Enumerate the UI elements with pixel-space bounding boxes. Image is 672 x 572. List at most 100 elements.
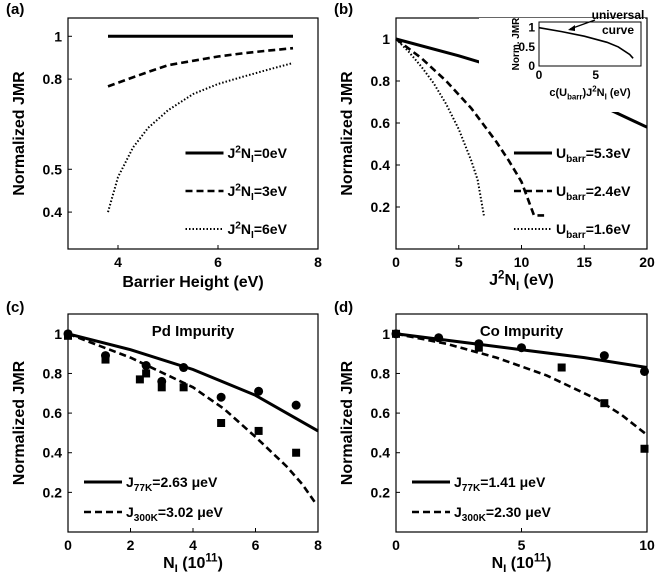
series-line-solid [67, 332, 319, 433]
x-tick-label: 8 [314, 254, 322, 270]
data-point-square [640, 444, 649, 453]
legend-label-part: 77K [462, 483, 481, 494]
y-tick-label: 0.4 [371, 157, 391, 173]
panel-a: (a) 4 6 8 0.4 0.5 0.8 1 Normalized JMR Barrier He… [6, 1, 322, 291]
x-tick-label: 4 [114, 254, 122, 270]
series-line-dotted [107, 62, 294, 213]
legend-label-part: I [251, 230, 254, 241]
legend-label-part: barr [566, 154, 586, 165]
data-point-circle [179, 363, 189, 373]
x-tick-label: 0 [392, 254, 400, 270]
x-axis-label-part: 2 [498, 270, 504, 282]
legend-label-part: N [241, 221, 251, 237]
x-tick-label: 8 [314, 537, 322, 553]
x-axis-label-part: N [492, 555, 504, 572]
legend-label-part: =5.3eV [586, 145, 631, 161]
x-tick-label: 20 [639, 254, 655, 270]
y-axis-label: Normalized JMR [11, 360, 28, 485]
legend: J77K=1.41 μeV J300K=2.30 μeV [412, 474, 552, 524]
inset-annotation-line1: universal [592, 8, 645, 22]
data-point-square [157, 383, 166, 392]
y-tick-label: 1 [382, 31, 390, 47]
legend-label-part: U [556, 221, 566, 237]
x-tick-label: 2 [127, 537, 135, 553]
inset-x-tick-label: 5 [592, 68, 599, 82]
x-tick-label: 6 [252, 537, 260, 553]
data-point-square [179, 383, 188, 392]
chart-title: Pd Impurity [152, 323, 235, 340]
y-tick-label: 0.8 [371, 73, 391, 89]
legend-label-part: 2 [235, 182, 241, 193]
x-axis-label-part: J [489, 272, 498, 289]
x-tick-label: 6 [214, 254, 222, 270]
plot-frame [67, 17, 319, 250]
legend-label: J2NI=6eV [228, 220, 288, 241]
inset-y-tick-label: 1 [528, 21, 535, 35]
x-axis-label-part: (10 [178, 555, 206, 572]
legend-label-part: J [126, 474, 134, 490]
x-axis-label-part: ) [546, 555, 551, 572]
y-tick-label: 0.8 [43, 71, 63, 87]
legend-label-part: =2.4eV [586, 183, 631, 199]
legend-label: J77K=2.63 μeV [126, 474, 218, 494]
y-tick-label: 1 [54, 326, 62, 342]
legend-label: J2NI=0eV [228, 144, 288, 165]
x-tick-label: 15 [576, 254, 592, 270]
y-tick-label: 0.4 [371, 445, 391, 461]
data-point-square [474, 343, 483, 352]
legend-label-part: I [251, 192, 254, 203]
inset-x-axis-label-part: (eV) [607, 87, 631, 99]
legend-label-part: I [251, 154, 254, 165]
x-tick-label: 5 [518, 537, 526, 553]
y-tick-label: 0.2 [371, 484, 391, 500]
inset-x-axis-label-part: N [597, 87, 605, 99]
legend-label-part: U [556, 145, 566, 161]
series-line-dashed [107, 46, 294, 88]
data-point-square [557, 363, 566, 372]
legend-label: J77K=1.41 μeV [454, 474, 546, 494]
legend-label-part: =1.6eV [586, 221, 631, 237]
y-tick-label: 0.5 [43, 161, 63, 177]
inset-y-tick-label: 0 [528, 59, 535, 73]
panel-d: (d) 0 5 10 0.2 0.4 0.6 0.8 1 Normalized JMR NI (10… [334, 299, 655, 572]
inset-y-axis-label: Norm. JMR [511, 17, 522, 71]
y-tick-label: 0.4 [43, 445, 63, 461]
legend-label-part: 2 [235, 220, 241, 231]
data-point-circle [216, 392, 226, 402]
inset-annotation-line2: curve [602, 23, 634, 37]
x-axis-label-part: I [516, 281, 519, 293]
x-tick-label: 5 [455, 254, 463, 270]
y-tick-label: 0.6 [371, 405, 391, 421]
x-axis-label: NI (1011) [492, 553, 552, 572]
y-tick-label: 1 [382, 326, 390, 342]
data-point-square [600, 399, 609, 408]
data-point-circle [639, 366, 649, 376]
x-axis-label-part: 11 [205, 553, 218, 565]
data-point-square [254, 426, 263, 435]
x-axis-label-part: I [175, 564, 178, 572]
data-point-square [392, 329, 400, 338]
inset-y-tick-label: 0.5 [518, 40, 535, 54]
data-point-square [64, 331, 72, 340]
x-tick-label: 10 [514, 254, 530, 270]
chart-title: Co Impurity [480, 323, 564, 340]
y-tick-label: 0.2 [43, 484, 63, 500]
data-point-square [292, 448, 301, 457]
legend-label-part: N [241, 183, 251, 199]
inset-x-axis-label-part: c(U [549, 87, 567, 99]
legend-label-part: J [126, 504, 134, 520]
inset-background [479, 18, 645, 112]
panel-label-d: (d) [334, 299, 353, 316]
legend-label-part: J [228, 221, 236, 237]
inset-x-axis-label-part: barr [567, 92, 582, 101]
legend-label: Ubarr=5.3eV [556, 145, 631, 165]
legend-label: J300K=2.30 μeV [454, 504, 552, 524]
data-point-circle [254, 386, 264, 396]
y-tick-label: 0.8 [43, 365, 63, 381]
panel-label-b: (b) [334, 1, 353, 18]
legend-label-part: J [454, 474, 462, 490]
y-axis-label: Normalized JMR [11, 71, 28, 196]
